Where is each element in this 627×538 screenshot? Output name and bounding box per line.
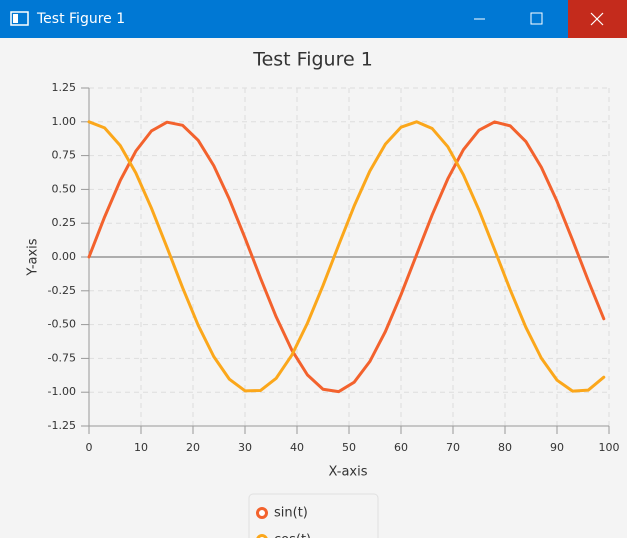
y-tick-label: -0.25 xyxy=(48,284,76,297)
x-axis-label: X-axis xyxy=(329,465,368,480)
legend-symbol xyxy=(256,534,268,538)
x-tick-label: 50 xyxy=(342,441,356,454)
y-axis-label: Y-axis xyxy=(26,238,41,276)
x-tick-label: 30 xyxy=(238,441,252,454)
title-bar xyxy=(0,0,627,38)
window-title: Test Figure 1 xyxy=(36,11,125,27)
y-tick-label: 0.25 xyxy=(52,216,77,229)
legend-box xyxy=(248,493,379,538)
legend-symbol xyxy=(256,507,268,519)
x-tick-label: 90 xyxy=(550,441,564,454)
x-tick-label: 40 xyxy=(290,441,304,454)
series-line xyxy=(87,120,606,394)
y-tick-label: 1.00 xyxy=(52,115,77,128)
y-tick-label: -1.00 xyxy=(48,385,76,398)
y-tick-label: -1.25 xyxy=(48,419,76,432)
x-tick-label: 0 xyxy=(86,441,93,454)
x-tick-label: 60 xyxy=(394,441,408,454)
legend-label: cos(t) xyxy=(274,533,311,538)
x-tick-label: 100 xyxy=(599,441,620,454)
y-tick-label: 0.75 xyxy=(52,149,77,162)
y-tick-label: 0.00 xyxy=(52,250,77,263)
x-tick-label: 10 xyxy=(134,441,148,454)
legend-label: sin(t) xyxy=(274,506,308,521)
x-tick-label: 70 xyxy=(446,441,460,454)
chart-title: Test Figure 1 xyxy=(252,49,373,71)
y-tick-label: 1.25 xyxy=(52,81,77,94)
y-tick-label: -0.75 xyxy=(48,351,76,364)
close-button[interactable] xyxy=(568,0,627,38)
maximize-button[interactable] xyxy=(530,12,543,25)
x-tick-label: 80 xyxy=(498,441,512,454)
y-tick-label: 0.50 xyxy=(52,182,77,195)
y-tick-label: -0.50 xyxy=(48,318,76,331)
x-tick-label: 20 xyxy=(186,441,200,454)
series-line xyxy=(87,120,606,393)
app-icon xyxy=(10,11,29,26)
